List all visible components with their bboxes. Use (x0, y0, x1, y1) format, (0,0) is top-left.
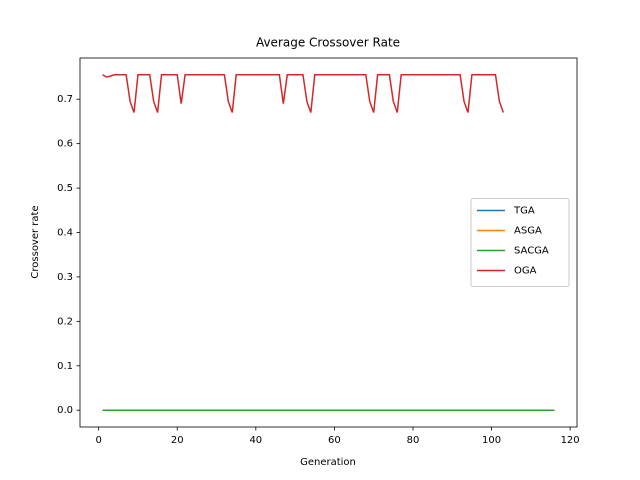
x-tick-label: 20 (171, 435, 184, 446)
y-tick-label: 0.5 (57, 183, 73, 194)
y-tick-label: 0.4 (57, 228, 73, 239)
legend-label: OGA (514, 266, 537, 277)
x-tick-label: 60 (328, 435, 341, 446)
y-tick-label: 0.1 (57, 361, 73, 372)
x-tick-label: 100 (482, 435, 501, 446)
x-axis-label: Generation (300, 457, 356, 468)
y-tick-label: 0.0 (57, 405, 73, 416)
plot-frame (79, 57, 578, 428)
y-tick-label: 0.6 (57, 139, 73, 150)
x-tick-label: 80 (407, 435, 420, 446)
y-tick-label: 0.3 (57, 272, 73, 283)
y-tick-label: 0.2 (57, 316, 73, 327)
chart-title: Average Crossover Rate (256, 36, 400, 50)
series-line (102, 74, 505, 113)
x-tick-label: 0 (95, 435, 101, 446)
y-tick-label: 0.7 (57, 94, 73, 105)
y-axis-label: Crossover rate (30, 205, 41, 278)
x-tick-label: 40 (249, 435, 262, 446)
legend-label: ASGA (514, 226, 542, 237)
legend-label: SACGA (514, 246, 549, 257)
legend-label: TGA (513, 206, 535, 217)
x-tick-label: 120 (561, 435, 580, 446)
legend-frame (470, 198, 570, 287)
